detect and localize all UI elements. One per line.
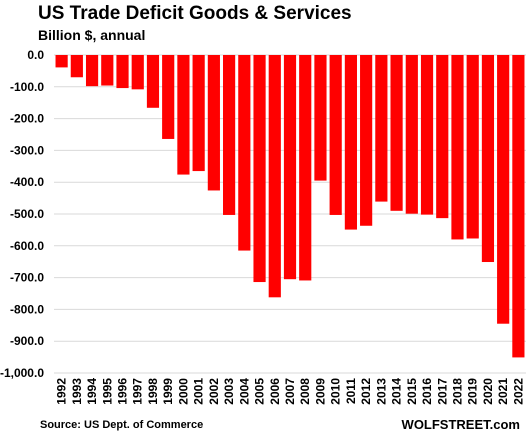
chart-title: US Trade Deficit Goods & Services [38,3,352,24]
bar-2000 [177,55,190,175]
bar-2003 [223,55,236,215]
x-tick-label: 2018 [450,378,464,405]
y-tick-label: -300.0 [10,143,44,157]
bar-1996 [116,55,129,89]
x-tick-label: 2015 [405,378,419,405]
bar-2017 [436,55,449,219]
bar-2011 [344,55,357,230]
x-tick-label: 2022 [511,378,525,405]
bar-2021 [497,55,510,324]
y-tick-label: -100.0 [10,80,44,94]
x-tick-label: 2002 [207,378,221,405]
bar-1998 [146,55,160,108]
x-tick-label: 2000 [176,378,190,405]
bar-2005 [253,55,266,283]
x-tick-label: 1992 [55,378,69,405]
bar-1994 [85,55,99,87]
x-tick-label: 2003 [222,378,236,405]
x-tick-label: 2010 [329,378,343,405]
x-tick-label: 2016 [420,378,434,405]
bar-2007 [283,55,297,280]
y-tick-label: -700.0 [10,271,44,285]
bar-2018 [451,55,464,240]
bar-1993 [70,55,83,78]
x-tick-label: 2004 [237,378,251,405]
bar-2016 [420,55,434,215]
watermark: WOLFSTREET.com [401,417,520,432]
x-tick-label: 2019 [466,378,480,405]
x-tick-label: 2008 [298,378,312,405]
bar-2006 [268,55,281,298]
bar-2009 [314,55,327,181]
x-tick-label: 1995 [100,378,114,405]
bar-1999 [162,55,175,139]
source-note: Source: US Dept. of Commerce [40,419,204,431]
x-tick-label: 1997 [131,378,145,405]
bar-2010 [329,55,342,215]
x-tick-label: 1996 [116,378,130,405]
bar-2012 [360,55,373,226]
x-tick-label: 2021 [496,378,510,405]
bar-2002 [207,55,220,191]
bar-2014 [390,55,403,211]
x-tick-label: 1999 [161,378,175,405]
bar-2001 [192,55,205,172]
x-tick-label: 2007 [283,378,297,405]
bars [55,55,525,358]
x-tick-label: 1993 [70,378,84,405]
bar-1997 [131,55,144,90]
x-tick-label: 2009 [313,378,327,405]
x-tick-label: 2014 [390,378,404,405]
y-tick-label: 0.0 [27,48,44,62]
bar-2013 [375,55,388,202]
bar-2019 [466,55,479,239]
x-tick-label: 1998 [146,378,160,405]
y-tick-label: -200.0 [10,112,44,126]
y-tick-label: -600.0 [10,239,44,253]
x-tick-label: 1994 [85,378,99,405]
y-tick-label: -1,000.0 [0,366,44,380]
bar-2022 [512,55,525,358]
x-tick-label: 2011 [344,378,358,404]
x-tick-label: 2017 [435,378,449,405]
bar-2004 [238,55,251,251]
y-tick-label: -400.0 [10,175,44,189]
x-tick-label: 2020 [481,378,495,405]
bar-1995 [101,55,114,86]
y-tick-label: -800.0 [10,302,44,316]
x-tick-label: 2001 [192,378,206,405]
bar-2020 [481,55,495,263]
x-tick-label: 2006 [268,378,282,405]
y-tick-label: -900.0 [10,334,44,348]
bar-2015 [405,55,418,214]
bar-1992 [55,55,68,68]
x-tick-label: 2005 [253,378,267,405]
x-tick-label: 2012 [359,378,373,405]
x-axis-tick-labels: 1992 1993 1994 1995 1996 1997 1998 1999 2000 2001… [55,378,526,405]
chart-subtitle: Billion $, annual [38,27,146,43]
y-axis-tick-labels: 0.0 -100.0 -200.0 -300.0 -400.0 -500.0 -600.0 -… [0,48,44,380]
y-tick-label: -500.0 [10,207,44,221]
bar-2008 [299,55,312,281]
x-tick-label: 2013 [374,378,388,405]
